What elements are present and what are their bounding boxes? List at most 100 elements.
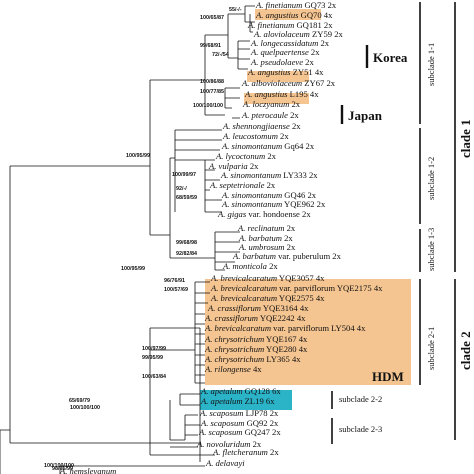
support-value: 68/59/59	[176, 195, 197, 201]
support-value: 55/-/-	[229, 7, 242, 13]
taxon-label: A. alboviolaceum ZY67 2x	[241, 78, 336, 88]
support-value: 100/63/84	[142, 374, 166, 380]
taxon-label: A. brevicalcaratum var. parviflorum YQE2…	[210, 283, 383, 293]
branch	[59, 465, 205, 474]
branch	[224, 87, 240, 119]
support-value: 100/97/99	[142, 346, 166, 352]
taxon-label: A. scaposum GQ247 2x	[198, 427, 281, 437]
support-value: 100/65/87	[200, 15, 224, 21]
support-value: 100/95/99	[121, 266, 145, 272]
taxon-label: A. hemsleyanum	[59, 466, 116, 474]
support-value: 100/100/100	[70, 405, 100, 411]
subclade-label-2-2: subclade 2-2	[339, 394, 382, 404]
support-value: 100/86/88	[200, 79, 224, 85]
branch	[149, 328, 195, 351]
taxon-label: A. angustius L195 4x	[244, 89, 319, 99]
branch	[149, 350, 215, 456]
taxon-label: A. chrysotrichum YQE167 4x	[204, 334, 308, 344]
taxon-label: A. angustius ZY51 4x	[247, 67, 324, 77]
support-value: 100/100/100	[193, 103, 223, 109]
taxon-label: A. sinomontanum GQ46 2x	[221, 190, 317, 200]
taxon-label: A. pseudolaeve 2x	[250, 57, 314, 67]
taxon-label: A. chrysotrichum YQE280 4x	[204, 344, 308, 354]
highlight-korea-3	[244, 93, 309, 104]
subclade-label-1-1: subclade 1-1	[426, 43, 436, 86]
branch	[244, 5, 255, 33]
branch	[204, 160, 222, 213]
taxon-label: A. angustius GQ70 4x	[255, 10, 333, 20]
taxon-label: A. delavayi	[205, 458, 245, 468]
taxon-label: A. rilongense 4x	[204, 364, 262, 374]
taxon-label: A. longecassidatum 2x	[250, 38, 330, 48]
branch	[237, 40, 250, 70]
subclade-labels: subclade 1-1 subclade 1-2 subclade 1-3 s…	[331, 43, 473, 444]
taxon-label: A. loczyanum 2x	[242, 99, 301, 109]
korea-label: Korea	[373, 50, 408, 65]
subclade-label-1-3: subclade 1-3	[426, 228, 436, 271]
region-labels: Korea Japan HDM	[340, 45, 408, 384]
japan-label: Japan	[348, 108, 383, 123]
support-value: 72/-/54	[212, 52, 229, 58]
taxon-label: A. septetrionale 2x	[209, 180, 276, 190]
tree-branches	[0, 5, 255, 474]
taxon-label: A. finetianum GQ181 2x	[247, 20, 333, 30]
branch	[227, 13, 245, 59]
support-value: 92/-/	[176, 186, 187, 192]
taxon-label: A. vulparia 2x	[208, 161, 259, 171]
taxon-label: A. sinomontanum YQE962 2x	[221, 199, 326, 209]
support-value: 65/69/79	[69, 398, 90, 404]
highlight-apetalum	[200, 390, 292, 410]
taxon-label: A. umbrosum 2x	[238, 242, 296, 252]
taxon-label: A. finetianum GQ73 2x	[255, 0, 337, 10]
taxon-label: A. crassiflorum YQE2242 4x	[204, 313, 306, 323]
taxon-label: A. scaposum GQ92 2x	[200, 418, 279, 428]
taxon-label: A. barbatum 2x	[238, 233, 293, 243]
support-values: 55/-/- 100/65/87 99/68/91 72/-/54 100/86/88 1…	[44, 7, 242, 472]
hdm-label: HDM	[372, 369, 404, 384]
subclade-label-2-3: subclade 2-3	[339, 424, 382, 434]
taxon-label: A. aloviolaceum ZY59 2x	[253, 29, 343, 39]
taxon-label: A. lycoctonum 2x	[215, 151, 277, 161]
subclade-label-2-1: subclade 2-1	[426, 327, 436, 370]
branch	[214, 231, 240, 271]
clade-label-1: clade 1	[458, 119, 473, 158]
highlight-korea-1	[255, 9, 321, 20]
support-value: 99/68/91	[200, 43, 221, 49]
taxon-label: A. leucostomum 2x	[222, 131, 289, 141]
support-value: 92/82/84	[176, 251, 197, 257]
highlight-korea-2	[247, 71, 309, 82]
taxon-label: A. novoluridum 2x	[196, 439, 262, 449]
taxon-label: A. sinomontanum LY333 2x	[220, 170, 318, 180]
branch	[194, 281, 210, 384]
taxon-label: A. chrysotrichum LY365 4x	[204, 354, 301, 364]
support-value: 96/76/91	[164, 278, 185, 284]
support-value: 100/77/85	[200, 89, 224, 95]
taxon-label: A. reclinatum 2x	[237, 223, 296, 233]
taxon-label: A. scaposum LJP78 2x	[199, 408, 279, 418]
support-value: 100/95/99	[126, 153, 150, 159]
clade-label-2: clade 2	[458, 331, 473, 370]
support-value: 100/99/97	[172, 172, 196, 178]
taxon-label: A. brevicalcaratum YQE2575 4x	[210, 293, 325, 303]
branch	[204, 34, 228, 116]
support-value: 100/57/69	[164, 287, 188, 293]
taxon-label: A. crassiflorum YQE3164 4x	[207, 303, 309, 313]
highlight-hdm	[205, 279, 411, 385]
taxon-label: A. pterocaule 2x	[241, 110, 299, 120]
taxon-label: A. gigas var. hondoense 2x	[217, 209, 311, 219]
branch	[169, 157, 215, 259]
support-value: 99/68/98	[176, 240, 197, 246]
branch	[149, 79, 205, 236]
taxon-label: A. barbatum var. puberulum 2x	[232, 251, 342, 261]
taxon-label: A. fletcheranum 2x	[212, 447, 279, 457]
subclade-label-1-2: subclade 1-2	[426, 157, 436, 200]
branch	[9, 165, 200, 444]
taxon-label: A. shennongjiaense 2x	[222, 121, 301, 131]
branch	[174, 129, 222, 212]
taxon-label: A. brevicalcaratum var. parviflorum LY50…	[204, 323, 366, 333]
taxon-labels: A. finetianum GQ73 2xA. angustius GQ70 4…	[59, 0, 383, 474]
taxon-label: A. sinomontanum Gq64 2x	[221, 141, 315, 151]
highlight-layer	[200, 9, 411, 410]
taxon-label: A. monticola 2x	[222, 261, 278, 271]
